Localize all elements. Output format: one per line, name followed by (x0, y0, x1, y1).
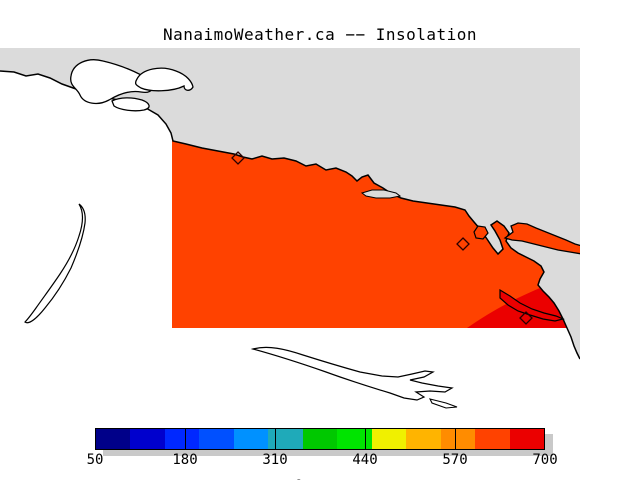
colorbar-band (268, 429, 303, 449)
colorbar-band (199, 429, 234, 449)
colorbar-band (96, 429, 131, 449)
colorbar-caption: W m-22026/04/19 11:06 (231, 464, 449, 480)
island-west (24, 203, 86, 324)
colorbar-tick-label: 180 (172, 452, 198, 468)
colorbar-band (406, 429, 441, 449)
lagoon-spit (360, 189, 402, 199)
colorbar-band (337, 429, 372, 449)
colorbar-tick-label: 440 (352, 452, 378, 468)
station-marker-icon (519, 311, 533, 325)
lake-east (134, 67, 194, 92)
colorbar-tick-label: 570 (442, 452, 468, 468)
units-exponent: -2 (290, 478, 302, 480)
colorbar-band (164, 429, 200, 449)
island-south (250, 346, 454, 401)
colorbar (95, 428, 545, 450)
colorbar-tick-label: 50 (86, 452, 104, 468)
colorbar-band (440, 429, 476, 449)
colorbar-band (371, 429, 407, 449)
lake-west-arm (111, 97, 150, 112)
station-markers (231, 151, 533, 325)
colorbar-band (130, 429, 165, 449)
colorbar-band (475, 429, 510, 449)
station-marker-icon (456, 237, 470, 251)
lake-west (70, 59, 154, 105)
colorbar-band (302, 429, 338, 449)
colorbar-band (233, 429, 269, 449)
station-marker-icon (231, 151, 245, 165)
colorbar-band (509, 429, 545, 449)
channel-northeast (503, 222, 580, 255)
colorbar-tick-label: 310 (262, 452, 288, 468)
channel-southeast (499, 288, 565, 322)
colorbar-tick-label: 700 (532, 452, 558, 468)
colorbar-tick-labels: 50 180 310 440 570 700 (87, 452, 558, 468)
page-title: NanaimoWeather.ca −− Insolation (162, 25, 478, 44)
bay-pocket (473, 225, 489, 240)
land-mass (0, 48, 580, 359)
islet-southeast (428, 398, 458, 409)
